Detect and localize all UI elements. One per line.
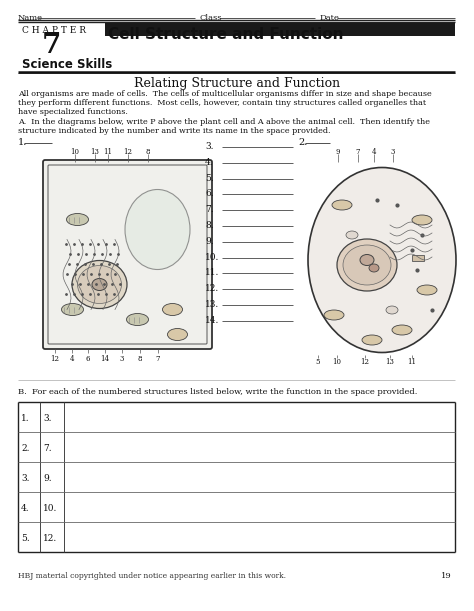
- Ellipse shape: [337, 239, 397, 291]
- Ellipse shape: [362, 335, 382, 345]
- Text: 11: 11: [408, 359, 417, 367]
- Text: 7.: 7.: [43, 444, 52, 453]
- Text: 14: 14: [100, 355, 109, 363]
- Ellipse shape: [386, 306, 398, 314]
- Text: 2.: 2.: [21, 444, 29, 453]
- Text: 9.: 9.: [205, 237, 214, 246]
- Ellipse shape: [62, 304, 83, 315]
- Ellipse shape: [92, 279, 107, 290]
- Text: A.  In the diagrams below, write P above the plant cell and A above the animal c: A. In the diagrams below, write P above …: [18, 118, 430, 135]
- Text: 2.: 2.: [298, 138, 307, 147]
- Text: 11: 11: [103, 148, 112, 156]
- Ellipse shape: [369, 264, 379, 272]
- Ellipse shape: [308, 167, 456, 353]
- Text: Class: Class: [200, 14, 222, 22]
- Text: 7: 7: [42, 32, 61, 59]
- Ellipse shape: [392, 325, 412, 335]
- Text: Name: Name: [18, 14, 43, 22]
- Text: 3: 3: [391, 148, 395, 156]
- Ellipse shape: [163, 304, 182, 315]
- Ellipse shape: [332, 200, 352, 210]
- Text: B.  For each of the numbered structures listed below, write the function in the : B. For each of the numbered structures l…: [18, 388, 418, 396]
- Ellipse shape: [127, 313, 148, 326]
- Text: 3.: 3.: [43, 414, 52, 423]
- Ellipse shape: [125, 189, 190, 269]
- Text: 1.: 1.: [18, 138, 27, 147]
- Text: All organisms are made of cells.  The cells of multicellular organisms differ in: All organisms are made of cells. The cel…: [18, 90, 432, 117]
- Text: 9.: 9.: [43, 474, 52, 483]
- Text: 11.: 11.: [205, 268, 219, 277]
- Ellipse shape: [360, 255, 374, 266]
- Ellipse shape: [346, 231, 358, 239]
- Text: C H A P T E R: C H A P T E R: [22, 26, 86, 35]
- Text: 7: 7: [356, 148, 360, 156]
- Text: 13.: 13.: [205, 300, 219, 309]
- Text: 12.: 12.: [205, 284, 219, 293]
- Text: 4.: 4.: [205, 158, 214, 167]
- Text: 12: 12: [361, 359, 370, 367]
- Ellipse shape: [417, 285, 437, 295]
- Text: 1.: 1.: [21, 414, 29, 423]
- Text: 12.: 12.: [43, 534, 57, 543]
- Text: 4: 4: [70, 355, 74, 363]
- Text: 8: 8: [138, 355, 142, 363]
- Text: Date: Date: [320, 14, 340, 22]
- Ellipse shape: [412, 215, 432, 225]
- Text: 10: 10: [71, 148, 80, 156]
- Ellipse shape: [78, 266, 121, 304]
- Text: 3: 3: [120, 355, 124, 363]
- Text: 10.: 10.: [205, 252, 219, 262]
- Text: 6.: 6.: [205, 189, 214, 199]
- Text: 4.: 4.: [21, 504, 29, 513]
- Text: 8: 8: [146, 148, 150, 156]
- Ellipse shape: [343, 245, 391, 285]
- Text: 4: 4: [372, 148, 376, 156]
- Ellipse shape: [72, 260, 127, 309]
- Text: 13: 13: [91, 148, 100, 156]
- Text: 3.: 3.: [21, 474, 29, 483]
- Text: 19: 19: [441, 572, 452, 580]
- Text: Cell Structure and Function: Cell Structure and Function: [108, 27, 344, 42]
- Ellipse shape: [66, 213, 89, 225]
- Bar: [105, 23, 455, 36]
- Bar: [412, 255, 424, 261]
- Ellipse shape: [324, 310, 344, 320]
- Text: 12: 12: [51, 355, 60, 363]
- Text: 13: 13: [385, 359, 394, 367]
- Text: 5: 5: [316, 359, 320, 367]
- Text: 10.: 10.: [43, 504, 57, 513]
- Text: Relating Structure and Function: Relating Structure and Function: [134, 77, 340, 90]
- Text: Science Skills: Science Skills: [22, 58, 112, 71]
- Text: HBJ material copyrighted under notice appearing earlier in this work.: HBJ material copyrighted under notice ap…: [18, 572, 286, 580]
- Text: 7: 7: [156, 355, 160, 363]
- Text: 6: 6: [86, 355, 90, 363]
- Text: 9: 9: [336, 148, 340, 156]
- Text: 10: 10: [332, 359, 341, 367]
- Ellipse shape: [167, 329, 188, 340]
- Text: 12: 12: [124, 148, 133, 156]
- Text: 7.: 7.: [205, 205, 214, 214]
- Text: 5.: 5.: [205, 174, 214, 183]
- Text: 5.: 5.: [21, 534, 30, 543]
- FancyBboxPatch shape: [43, 160, 212, 349]
- Text: 8.: 8.: [205, 221, 214, 230]
- Text: 14.: 14.: [205, 316, 219, 325]
- Text: 3.: 3.: [205, 142, 213, 151]
